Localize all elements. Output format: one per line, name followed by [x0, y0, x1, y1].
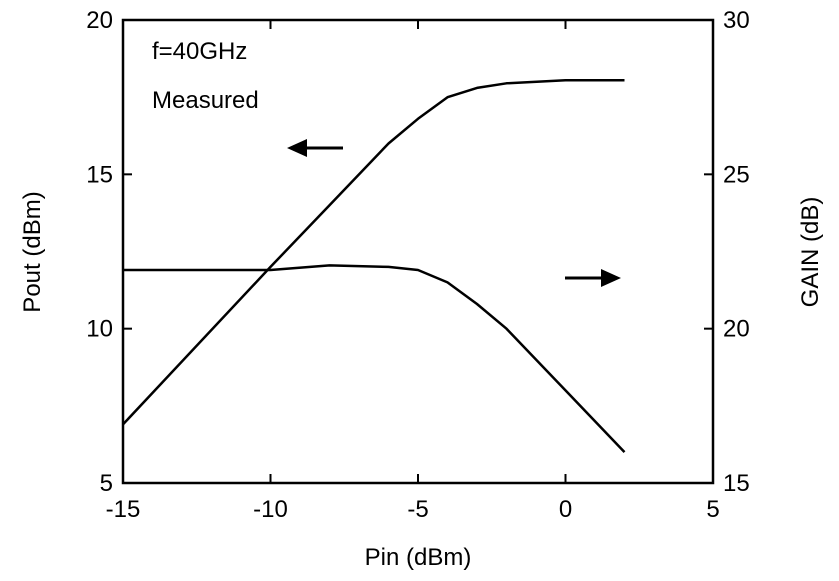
x-tick-label: -10	[253, 496, 288, 523]
x-axis-ticks: -15 -10 -5 0 5	[106, 20, 720, 523]
y-right-axis-ticks: 15 20 25 30	[704, 7, 750, 497]
y-left-axis-ticks: 5 10 15 20	[86, 7, 132, 497]
y-right-tick-label: 25	[723, 161, 750, 188]
left-arrow-icon	[287, 139, 307, 157]
arrow-layer	[287, 139, 621, 287]
y-left-tick-label: 20	[86, 7, 113, 34]
x-tick-label: -15	[106, 496, 141, 523]
y-left-tick-label: 5	[100, 470, 113, 497]
x-tick-label: -5	[407, 496, 428, 523]
gain-series-line	[123, 264, 626, 453]
x-tick-label: 5	[706, 496, 719, 523]
x-tick-label: 0	[559, 496, 572, 523]
pout-series-line	[122, 78, 625, 426]
y-right-tick-label: 15	[723, 470, 750, 497]
annotation-measured: Measured	[152, 87, 259, 114]
right-arrow-icon	[601, 269, 621, 287]
y-right-tick-label: 30	[723, 7, 750, 34]
x-axis-title: Pin (dBm)	[365, 544, 472, 571]
y-left-axis-title: Pout (dBm)	[19, 191, 46, 312]
y-right-tick-label: 20	[723, 316, 750, 343]
annotation-frequency: f=40GHz	[152, 38, 247, 65]
y-right-axis-title: GAIN (dB)	[797, 197, 824, 308]
y-left-tick-label: 10	[86, 316, 113, 343]
series-layer	[122, 78, 626, 453]
y-left-tick-label: 15	[86, 161, 113, 188]
